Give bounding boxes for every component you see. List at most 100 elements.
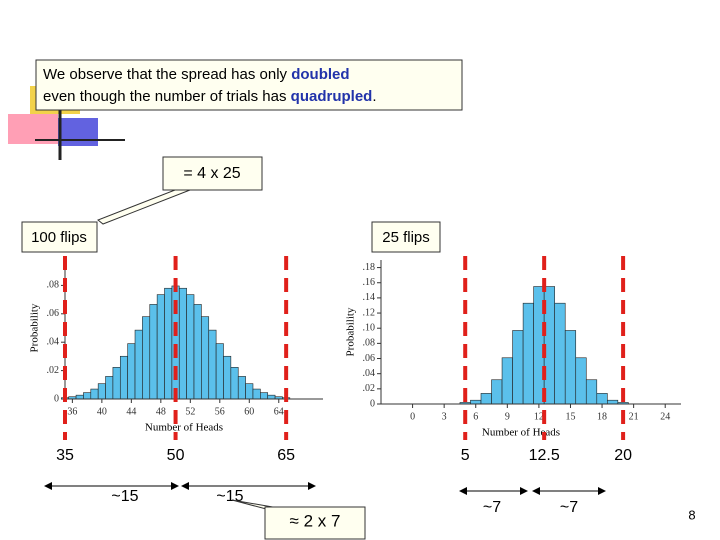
x-tick-label: 18: [597, 411, 607, 422]
bar: [607, 399, 619, 405]
bar: [585, 379, 598, 405]
bar: [208, 329, 217, 400]
bar: [223, 355, 232, 400]
x-tick-label: 3: [442, 411, 447, 422]
bar: [83, 392, 92, 400]
bar: [575, 357, 587, 405]
callout-line: even though the number of trials has qua…: [43, 88, 377, 105]
y-tick-label: .12: [363, 307, 376, 318]
bar: [186, 294, 195, 400]
x-tick-label: 9: [505, 411, 510, 422]
marker-label: 12.5: [529, 447, 560, 464]
y-tick-label: .16: [363, 277, 376, 288]
span-label: ~15: [216, 488, 243, 505]
bar: [97, 383, 106, 400]
marker-label: 65: [277, 447, 295, 464]
y-tick-label: 0: [370, 398, 375, 409]
span-label: ~7: [483, 499, 501, 516]
y-tick-label: .08: [47, 280, 60, 291]
bar: [480, 393, 492, 405]
x-tick-label: 48: [156, 406, 166, 417]
x-tick-label: 15: [565, 411, 575, 422]
callout-emph: quadrupled: [291, 88, 373, 105]
callout-text: .: [372, 88, 376, 105]
callout-pointer: [97, 189, 191, 225]
y-tick-label: .08: [363, 338, 376, 349]
bar: [501, 357, 513, 405]
x-axis-label: Number of Heads: [482, 427, 560, 439]
title-box: [21, 221, 98, 253]
note-box: [162, 156, 263, 191]
bar: [119, 355, 128, 400]
x-tick-label: 44: [126, 406, 136, 417]
x-tick-label: 40: [97, 406, 107, 417]
x-tick-label: 24: [660, 411, 670, 422]
callout-text: even though the number of trials has: [43, 88, 291, 105]
y-tick-label: .04: [47, 336, 60, 347]
y-tick-label: .06: [363, 353, 376, 364]
x-tick-label: 64: [274, 406, 284, 417]
factor-note: = 4 x 25: [183, 165, 240, 182]
bar: [112, 367, 121, 400]
bar: [267, 394, 276, 400]
marker-label: 50: [167, 447, 185, 464]
bar: [470, 399, 482, 405]
bar: [142, 316, 151, 400]
bar: [215, 343, 224, 400]
bar: [554, 302, 566, 405]
bar: [237, 376, 246, 400]
note-box: [264, 506, 366, 540]
bar: [149, 304, 158, 400]
bar: [178, 287, 187, 400]
y-tick-label: .02: [363, 383, 376, 394]
x-tick-label: 12: [534, 411, 544, 422]
y-axis-label: Probability: [29, 303, 41, 352]
y-tick-label: .06: [47, 308, 60, 319]
x-tick-label: 52: [185, 406, 195, 417]
marker-label: 35: [56, 447, 74, 464]
bar: [156, 294, 165, 400]
chart-title: 100 flips: [31, 229, 87, 246]
x-tick-label: 21: [629, 411, 639, 422]
callout-box: [35, 59, 463, 111]
bar: [245, 383, 254, 400]
bar: [596, 393, 608, 405]
bar: [522, 302, 534, 405]
bar: [201, 316, 210, 400]
title-box: [371, 221, 441, 253]
x-tick-label: 60: [244, 406, 254, 417]
callout-text: We observe that the spread has only: [43, 66, 291, 83]
ratio-note: ≈ 2 x 7: [290, 511, 341, 530]
bar: [134, 329, 143, 400]
marker-label: 20: [614, 447, 632, 464]
y-tick-label: .18: [363, 262, 376, 273]
bar: [90, 388, 99, 400]
y-tick-label: .14: [363, 292, 376, 303]
span-label: ~7: [560, 499, 578, 516]
y-tick-label: 0: [54, 393, 59, 404]
bar: [127, 343, 136, 400]
deco-square: [58, 118, 98, 146]
y-tick-label: .10: [363, 323, 376, 334]
marker-label: 5: [461, 447, 470, 464]
callout-line: We observe that the spread has only doub…: [43, 66, 350, 83]
page-number: 8: [688, 507, 695, 522]
bar: [512, 330, 524, 405]
span-label: ~15: [111, 488, 138, 505]
bar: [564, 330, 577, 405]
bar: [260, 392, 269, 400]
bar: [75, 394, 84, 400]
callout-emph: doubled: [291, 66, 349, 83]
y-axis-label: Probability: [345, 307, 357, 356]
x-tick-label: 6: [473, 411, 478, 422]
y-tick-label: .04: [363, 368, 376, 379]
bar: [164, 287, 173, 400]
bar: [105, 376, 114, 400]
bar: [491, 379, 503, 405]
y-tick-label: .02: [47, 365, 60, 376]
bar: [252, 388, 261, 400]
x-tick-label: 0: [410, 411, 415, 422]
x-tick-label: 36: [67, 406, 77, 417]
